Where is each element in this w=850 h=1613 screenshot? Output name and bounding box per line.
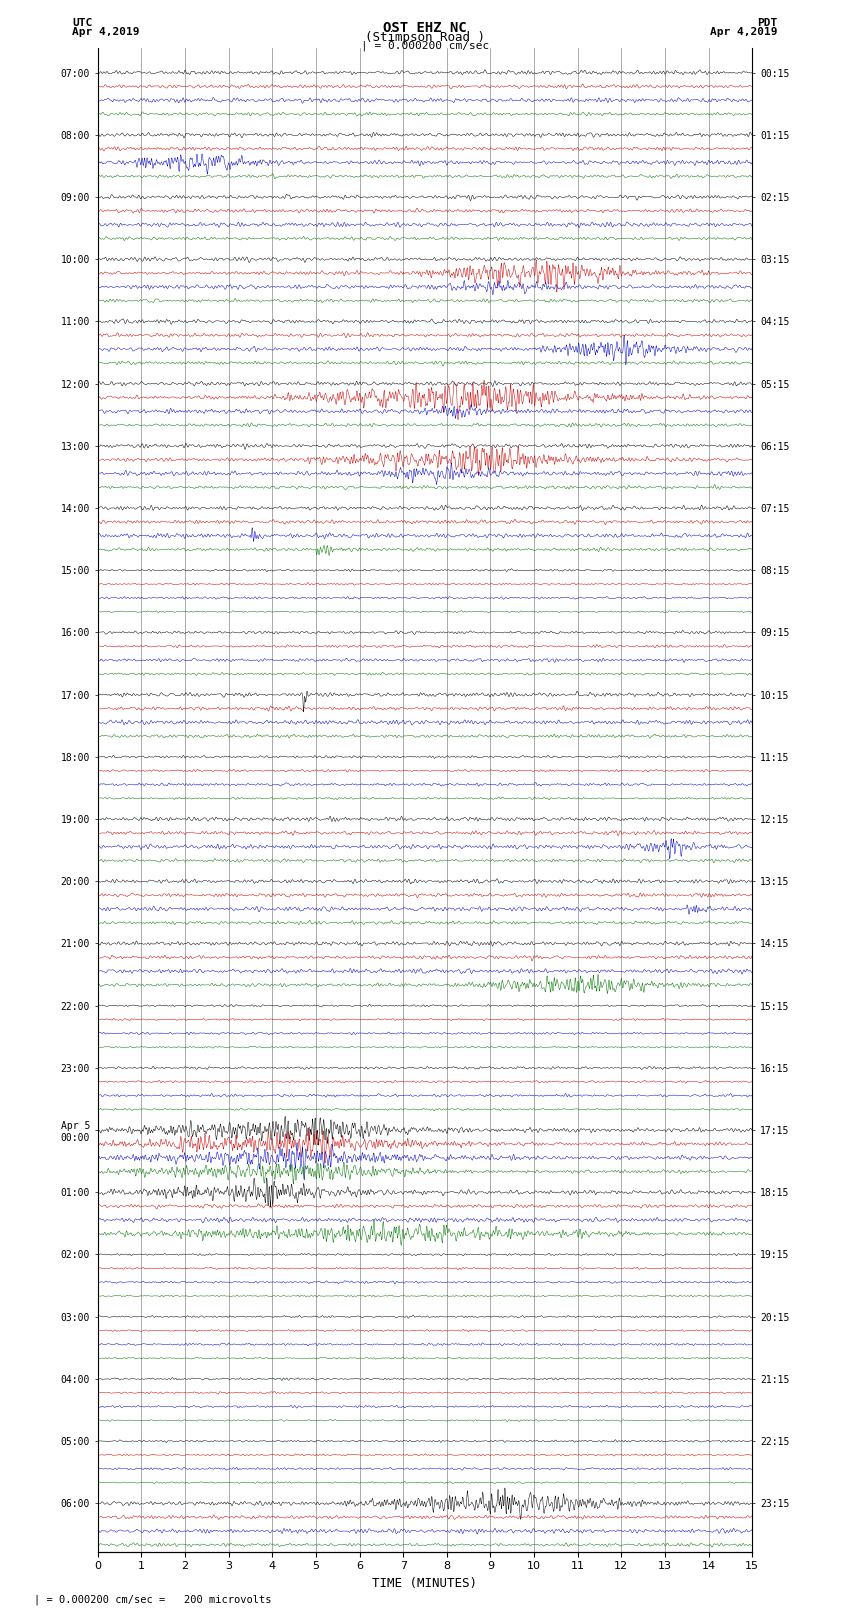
Text: Apr 4,2019: Apr 4,2019 <box>711 27 778 37</box>
Text: | = 0.000200 cm/sec =   200 microvolts: | = 0.000200 cm/sec = 200 microvolts <box>34 1594 271 1605</box>
Text: PDT: PDT <box>757 18 778 27</box>
Text: UTC: UTC <box>72 18 93 27</box>
Text: OST EHZ NC: OST EHZ NC <box>383 21 467 35</box>
X-axis label: TIME (MINUTES): TIME (MINUTES) <box>372 1578 478 1590</box>
Text: Apr 4,2019: Apr 4,2019 <box>72 27 139 37</box>
Text: | = 0.000200 cm/sec: | = 0.000200 cm/sec <box>361 40 489 52</box>
Text: (Stimpson Road ): (Stimpson Road ) <box>365 31 485 44</box>
